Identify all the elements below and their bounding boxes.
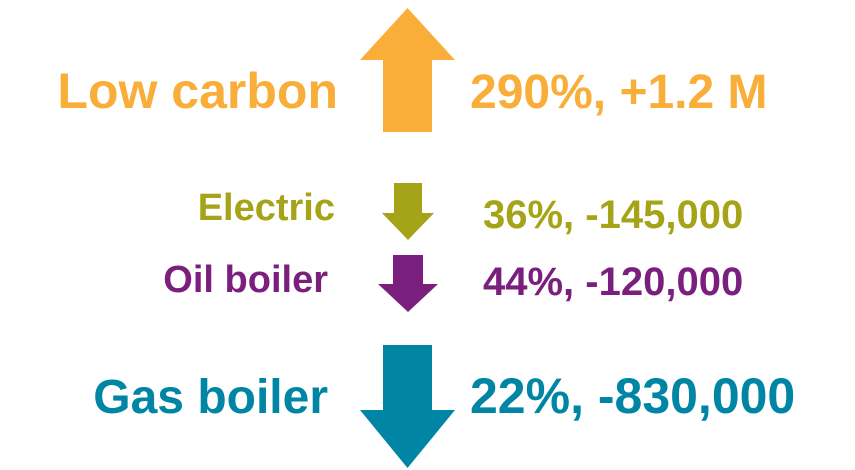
item-label: Gas boiler bbox=[93, 371, 328, 424]
item-change: 36%, -145,000 bbox=[483, 193, 743, 237]
item-change: 290%, +1.2 M bbox=[470, 66, 768, 119]
item-change: 22%, -830,000 bbox=[470, 368, 795, 424]
item-label: Low carbon bbox=[57, 63, 338, 119]
arrow-down bbox=[382, 183, 434, 240]
arrow-up bbox=[360, 8, 455, 132]
item-change: 44%, -120,000 bbox=[483, 260, 743, 304]
item-label: Oil boiler bbox=[163, 259, 328, 301]
arrow-down bbox=[360, 345, 455, 468]
arrow-down bbox=[378, 255, 438, 312]
item-label: Electric bbox=[198, 187, 335, 229]
